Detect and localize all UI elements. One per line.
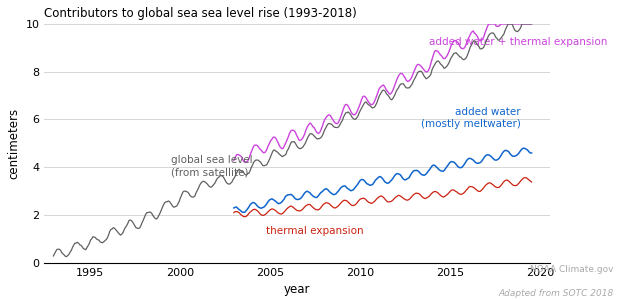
Text: Adapted from SOTC 2018: Adapted from SOTC 2018 (498, 289, 614, 298)
Text: added water
(mostly meltwater): added water (mostly meltwater) (421, 107, 521, 129)
X-axis label: year: year (284, 283, 310, 296)
Text: Contributors to global sea sea level rise (1993-2018): Contributors to global sea sea level ris… (45, 7, 357, 20)
Text: global sea level
(from satellite): global sea level (from satellite) (170, 155, 252, 178)
Y-axis label: centimeters: centimeters (7, 108, 20, 179)
Text: NOAA Climate.gov: NOAA Climate.gov (530, 265, 614, 274)
Text: thermal expansion: thermal expansion (266, 226, 364, 236)
Text: added water + thermal expansion: added water + thermal expansion (429, 37, 607, 47)
